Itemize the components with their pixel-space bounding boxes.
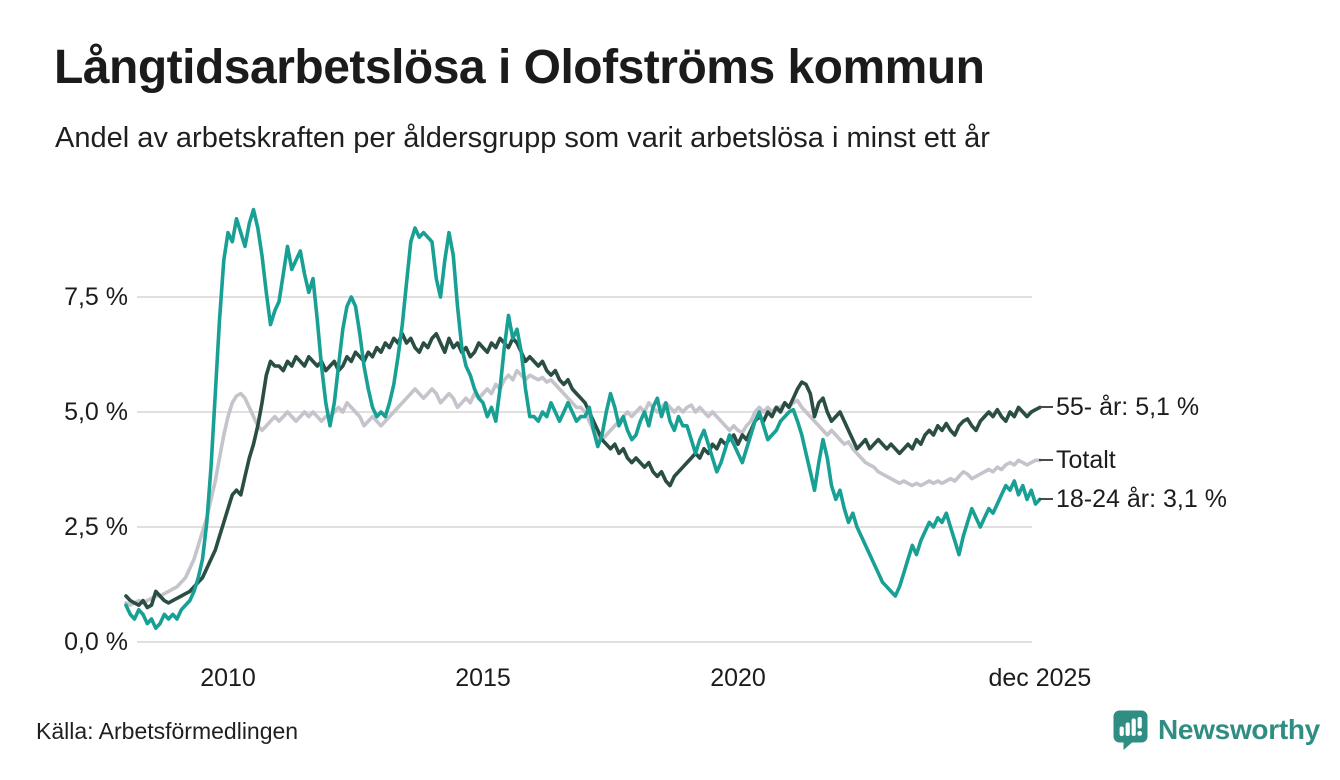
y-axis-tick-label: 5,0 % <box>64 398 128 426</box>
newsworthy-wordmark: Newsworthy <box>1158 714 1320 745</box>
series-line-55-r <box>124 331 1042 610</box>
x-axis-tick-label: 2020 <box>710 664 766 692</box>
x-axis-tick-label: dec 2025 <box>988 664 1092 692</box>
series-end-label: 55- år: 5,1 % <box>1056 393 1200 422</box>
series-label-connector <box>1039 406 1053 409</box>
series-end-label: 18-24 år: 3,1 % <box>1056 485 1227 514</box>
series-line-18-24-r <box>124 207 1042 631</box>
y-axis-tick-label: 7,5 % <box>64 283 128 311</box>
series-label-connector <box>1039 498 1053 501</box>
x-axis-tick-label: 2010 <box>200 664 256 692</box>
page-title: Långtidsarbetslösa i Olofströms kommun <box>54 41 985 94</box>
y-axis-tick-label: 0,0 % <box>64 628 128 656</box>
series-end-label: Totalt <box>1056 446 1116 475</box>
source-note: Källa: Arbetsförmedlingen <box>36 718 299 744</box>
series-label-connector <box>1039 459 1053 462</box>
chart-subtitle: Andel av arbetskraften per åldersgrupp s… <box>55 122 990 154</box>
y-axis-tick-label: 2,5 % <box>64 513 128 541</box>
newsworthy-logo: Newsworthy <box>1112 708 1320 752</box>
series-line-totalt <box>124 368 1042 608</box>
x-axis-tick-label: 2015 <box>455 664 511 692</box>
newsworthy-bubble-icon <box>1113 710 1148 750</box>
